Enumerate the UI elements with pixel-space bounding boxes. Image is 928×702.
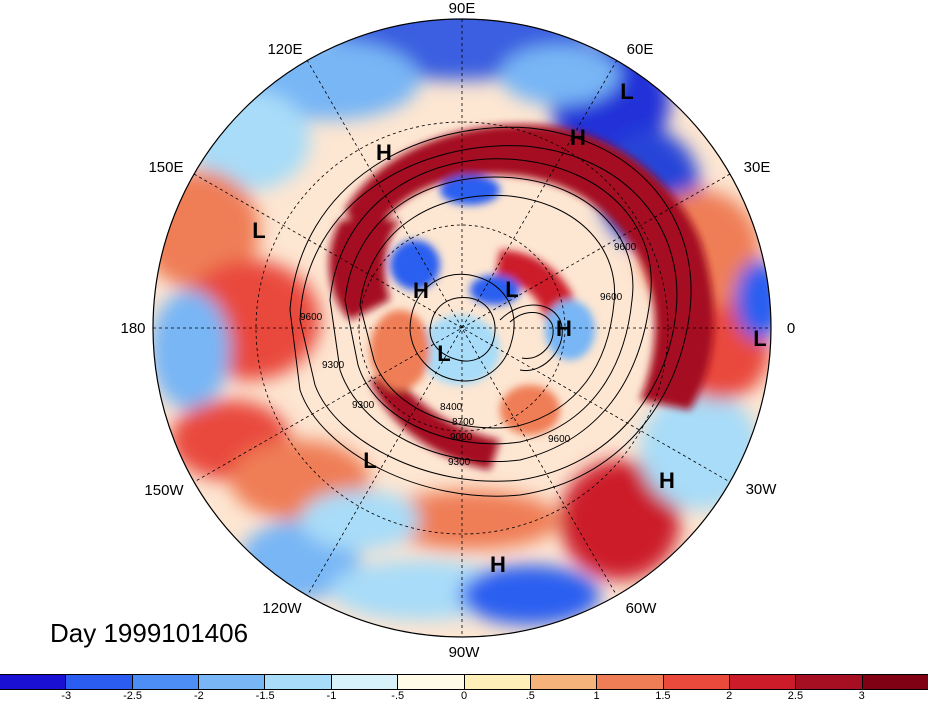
colorbar-swatch <box>597 675 664 689</box>
colorbar-swatch <box>66 675 133 689</box>
contour-label: 9300 <box>448 457 471 468</box>
lon-label-180: 180 <box>120 320 145 337</box>
date-label: Day 1999101406 <box>50 618 249 648</box>
low-pressure-marker: L <box>363 448 376 473</box>
lon-label-120e: 120E <box>267 41 302 58</box>
lon-label-30w: 30W <box>746 481 778 498</box>
colorbar-swatch <box>796 675 863 689</box>
colorbar-swatch <box>132 675 200 689</box>
height-contours <box>289 126 692 497</box>
contour-label: 9600 <box>600 292 623 303</box>
contour-label: 9600 <box>300 312 323 323</box>
contour-label: 9300 <box>322 360 345 371</box>
colorbar-tick-label: -.5 <box>391 690 405 702</box>
colorbar-swatch <box>199 675 266 689</box>
colorbar-tick-label: 1.5 <box>655 690 671 702</box>
colorbar-tick-label: -2.5 <box>123 690 143 702</box>
contour-label: 9600 <box>548 434 571 445</box>
colorbar-tick-label: 0 <box>460 690 468 702</box>
low-pressure-marker: L <box>753 326 766 351</box>
high-pressure-marker: H <box>570 125 586 150</box>
colorbar-tick-label: 1 <box>593 690 600 702</box>
low-pressure-marker: L <box>505 277 518 302</box>
high-pressure-marker: H <box>556 316 572 341</box>
colorbar-swatch <box>398 675 465 689</box>
contour-label: 8400 <box>440 402 463 413</box>
lon-label-60e: 60E <box>627 41 654 58</box>
contour-label: 8700 <box>452 417 475 428</box>
colorbar-swatch <box>530 675 598 689</box>
colorbar-swatch <box>464 675 531 689</box>
colorbar-swatch <box>663 675 730 689</box>
colorbar-tick-label: -1.5 <box>255 690 275 702</box>
colorbar-swatch <box>331 675 399 689</box>
colorbar-tick-label: 2 <box>726 690 733 702</box>
high-pressure-marker: H <box>376 140 392 165</box>
graticule <box>153 19 771 637</box>
colorbar-swatch <box>729 675 797 689</box>
colorbar-tick-label: -1 <box>326 690 337 702</box>
high-pressure-marker: H <box>490 552 506 577</box>
colorbar-tick-label: 3 <box>858 690 865 702</box>
lon-label-60w: 60W <box>626 600 658 617</box>
lon-label-150e: 150E <box>148 159 183 176</box>
colorbar <box>0 674 928 690</box>
high-pressure-marker: H <box>659 468 675 493</box>
colorbar-tick-label: -3 <box>61 690 72 702</box>
colorbar-tick-label: 2.5 <box>787 690 804 702</box>
lon-label-120w: 120W <box>262 600 302 617</box>
lon-label-30e: 30E <box>744 159 771 176</box>
colorbar-ticks: -3 -2.5 -2 -1.5 -1 -.5 0 .5 1 1.5 2 2.5 3 <box>0 690 928 702</box>
anomaly-field <box>153 19 771 637</box>
lon-label-90e: 90E <box>449 0 476 17</box>
low-pressure-marker: L <box>252 218 265 243</box>
low-pressure-marker: L <box>437 341 450 366</box>
high-pressure-marker: H <box>413 278 429 303</box>
colorbar-swatch <box>0 675 67 689</box>
colorbar-tick-label: -2 <box>193 690 204 702</box>
colorbar-tick-label: .5 <box>525 690 535 702</box>
lon-label-90w: 90W <box>449 644 481 661</box>
colorbar-swatch <box>862 675 928 689</box>
contour-label: 9600 <box>614 242 637 253</box>
colorbar-swatch <box>265 675 332 689</box>
low-pressure-marker: L <box>620 79 633 104</box>
lon-label-0: 0 <box>787 320 795 337</box>
contour-label: 9300 <box>352 400 375 411</box>
lon-label-150w: 150W <box>144 482 184 499</box>
contour-label: 9000 <box>450 432 473 443</box>
